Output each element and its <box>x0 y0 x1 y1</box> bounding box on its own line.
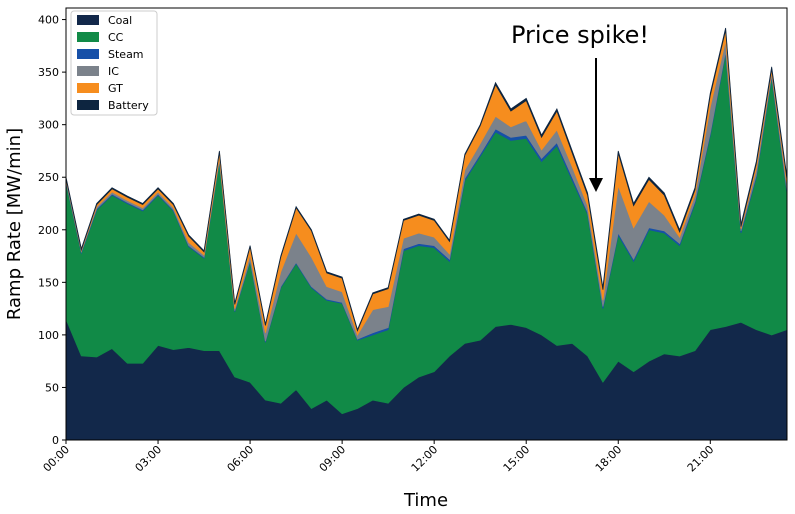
y-tick-label: 200 <box>38 224 59 237</box>
legend-swatch <box>77 83 99 93</box>
x-tick-label: 06:00 <box>225 443 257 475</box>
y-tick-label: 250 <box>38 171 59 184</box>
x-tick-label: 15:00 <box>501 443 533 475</box>
y-tick-label: 300 <box>38 119 59 132</box>
x-tick-label: 18:00 <box>593 443 625 475</box>
legend-swatch <box>77 15 99 25</box>
plot-frame <box>65 7 788 441</box>
x-tick-label: 03:00 <box>133 443 165 475</box>
legend-swatch <box>77 32 99 42</box>
x-axis-label: Time <box>403 490 448 511</box>
x-tick-label: 09:00 <box>317 443 349 475</box>
legend-label: Steam <box>108 48 144 61</box>
y-tick-label: 0 <box>52 434 59 447</box>
legend-label: IC <box>108 65 119 78</box>
legend-label: GT <box>108 82 123 95</box>
annotation-arrowhead <box>589 178 603 192</box>
legend-swatch <box>77 49 99 59</box>
y-axis-label: Ramp Rate [MW/min] <box>4 128 25 320</box>
x-tick-label: 00:00 <box>41 443 73 475</box>
annotation: Price spike! <box>511 21 649 49</box>
legend: Coal CC Steam IC GT Battery <box>70 10 158 116</box>
legend-label: Coal <box>108 14 132 27</box>
y-tick-label: 400 <box>38 14 59 27</box>
y-tick-label: 100 <box>38 329 59 342</box>
x-tick-label: 21:00 <box>685 443 717 475</box>
legend-swatch <box>77 100 99 110</box>
legend-swatch <box>77 66 99 76</box>
plot-area <box>65 27 788 441</box>
legend-label: CC <box>108 31 124 44</box>
y-tick-label: 50 <box>45 381 59 394</box>
legend-label: Battery <box>108 99 149 112</box>
y-tick-label: 350 <box>38 66 59 79</box>
y-tick-label: 150 <box>38 276 59 289</box>
x-tick-label: 12:00 <box>409 443 441 475</box>
